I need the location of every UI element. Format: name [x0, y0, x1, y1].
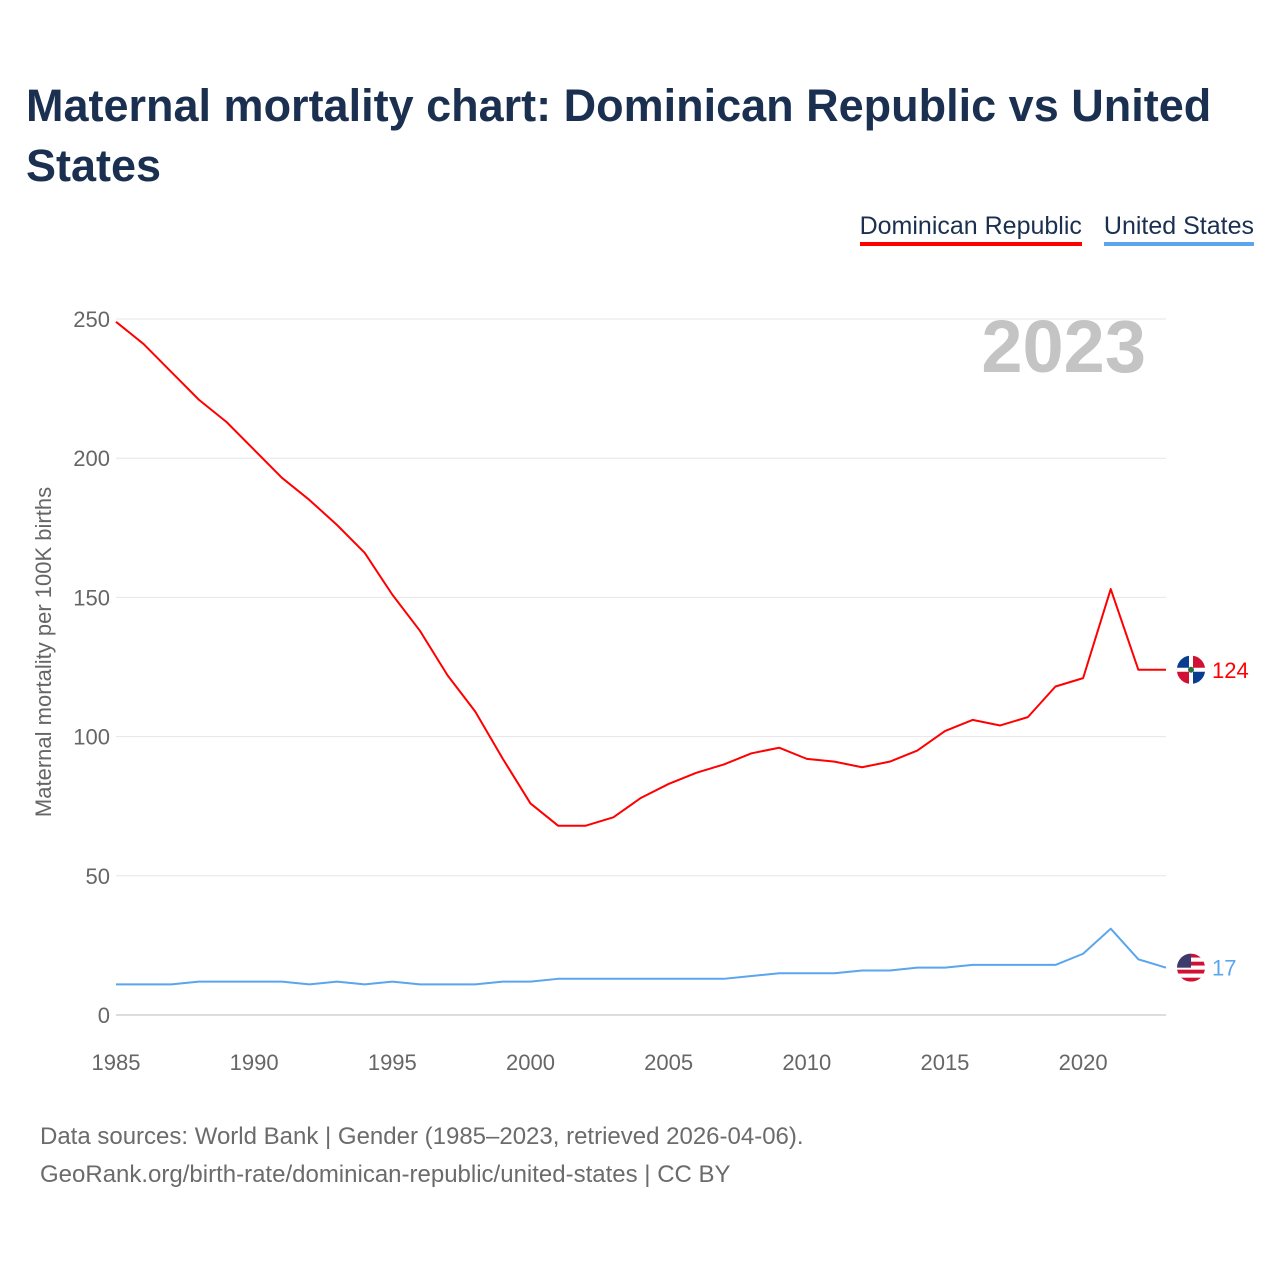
x-tick-label: 2010: [782, 1050, 831, 1075]
source-line-2[interactable]: GeoRank.org/birth-rate/dominican-republi…: [40, 1161, 731, 1188]
series-line-united-states[interactable]: [116, 927, 1167, 986]
end-value-label: 17: [1212, 956, 1236, 981]
y-tick-label: 250: [73, 307, 110, 332]
source-line-1: Data sources: World Bank | Gender (1985–…: [40, 1123, 804, 1150]
series-line-dominican-republic[interactable]: [115, 321, 1166, 827]
united-states-flag-icon: [1177, 953, 1205, 982]
x-tick-label: 1995: [368, 1050, 417, 1075]
legend: Dominican Republic United States: [859, 212, 1254, 246]
chart-title: Maternal mortality chart: Dominican Repu…: [26, 80, 1212, 191]
x-tick-label: 1990: [230, 1050, 279, 1075]
x-tick-label: 2000: [506, 1050, 555, 1075]
y-tick-label: 200: [73, 446, 110, 471]
x-tick-label: 2015: [920, 1050, 969, 1075]
y-tick-label: 100: [73, 725, 110, 750]
source-note: Data sources: World Bank | Gender (1985–…: [40, 1118, 804, 1194]
year-watermark: 2023: [981, 305, 1146, 388]
legend-dominican-republic[interactable]: Dominican Republic: [859, 212, 1082, 246]
legend-united-states[interactable]: United States: [1103, 212, 1254, 246]
y-axis-label: Maternal mortality per 100K births: [31, 487, 56, 817]
x-tick-label: 2005: [644, 1050, 693, 1075]
y-tick-label: 150: [73, 585, 110, 610]
x-tick-label: 2020: [1059, 1050, 1108, 1075]
y-tick-label: 0: [98, 1003, 110, 1028]
x-tick-label: 1985: [92, 1050, 141, 1075]
end-value-label: 124: [1212, 658, 1249, 683]
dominican-republic-flag-icon: [1177, 655, 1205, 684]
y-tick-label: 50: [86, 864, 110, 889]
